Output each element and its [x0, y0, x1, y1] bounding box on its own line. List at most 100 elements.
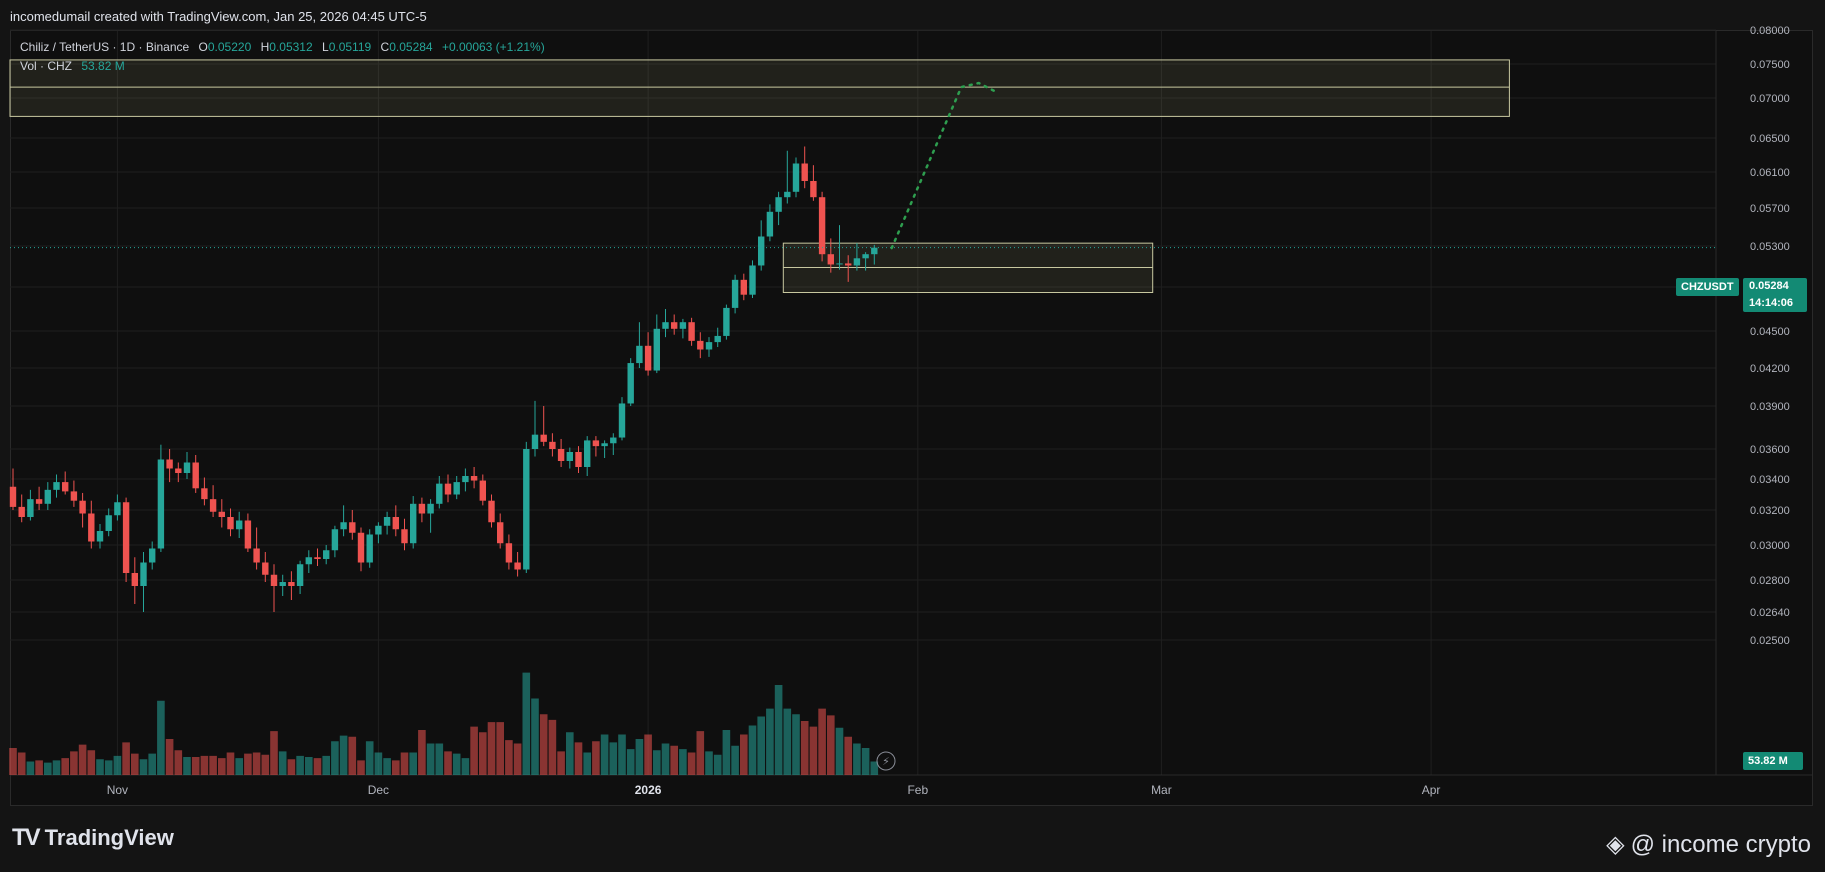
candle-body — [392, 517, 399, 530]
candle-body — [288, 582, 295, 586]
volume-bar — [313, 758, 322, 775]
volume-bar — [435, 743, 444, 775]
candle-body — [679, 322, 687, 329]
candle-body — [383, 517, 391, 526]
volume-bar — [339, 735, 348, 775]
volume-bar — [609, 742, 618, 775]
price-tick-label: 0.03600 — [1750, 444, 1790, 456]
volume-bar — [131, 753, 139, 775]
price-tick-label: 0.06500 — [1750, 133, 1790, 145]
volume-bar — [818, 708, 826, 775]
candle-body — [131, 573, 138, 586]
volume-bar — [148, 753, 156, 775]
volume-bar — [496, 722, 504, 775]
volume-bar — [278, 751, 287, 775]
volume-bar — [774, 685, 783, 775]
volume-bar — [261, 754, 270, 775]
candle-body — [427, 503, 434, 514]
time-tick-label: Feb — [907, 783, 928, 797]
candle-body — [270, 574, 278, 586]
volume-bar — [174, 750, 183, 775]
price-tick-label: 0.05300 — [1750, 241, 1790, 253]
candle-body — [323, 550, 330, 559]
candle-body — [470, 476, 478, 481]
watermark: ◈ @ income crypto — [1606, 830, 1811, 859]
volume-bar — [740, 734, 748, 775]
candle-body — [244, 520, 252, 549]
candle-body — [192, 462, 199, 489]
candle-body — [592, 440, 600, 447]
candle-body — [209, 499, 217, 512]
volume-bar — [26, 761, 35, 775]
candle-body — [314, 557, 321, 559]
chart-area[interactable] — [10, 30, 1813, 806]
candle-body — [375, 525, 382, 535]
volume-bar — [470, 726, 478, 775]
candle-body — [175, 468, 182, 473]
candle-body — [70, 491, 78, 501]
volume-bar — [522, 672, 531, 775]
volume-bar — [9, 748, 17, 775]
candle-body — [366, 534, 373, 563]
candle-body — [836, 263, 843, 265]
volume-bar — [331, 741, 339, 775]
volume-bar — [200, 755, 209, 775]
legend-vol-label[interactable]: Vol · CHZ — [20, 59, 73, 73]
volume-bar — [531, 698, 539, 775]
volume-bar — [713, 754, 722, 775]
volume-bar — [270, 731, 278, 775]
volume-bar — [452, 753, 461, 775]
volume-bar — [35, 760, 43, 775]
volume-bar — [305, 757, 313, 775]
candle-body — [453, 482, 460, 495]
candle-body — [636, 345, 643, 364]
volume-bar — [104, 760, 113, 775]
volume-bar — [479, 732, 487, 775]
volume-bar — [139, 759, 148, 775]
volume-bar — [122, 742, 130, 775]
tradingview-logo[interactable]: TV TradingView — [12, 824, 174, 852]
candle-body — [818, 197, 826, 255]
candle-body — [88, 513, 95, 542]
volume-bar — [835, 727, 844, 775]
volume-bar — [844, 736, 852, 775]
lightning-icon-glyph: ⚡ — [882, 755, 890, 768]
legend-volume-row: Vol · CHZ 53.82 M — [20, 57, 545, 76]
candle-body — [105, 515, 112, 531]
legend-ohlc-row: Chiliz / TetherUS · 1D · Binance O0.0522… — [20, 38, 545, 57]
legend-symbol[interactable]: Chiliz / TetherUS · 1D · Binance — [20, 40, 190, 54]
volume-bar — [52, 760, 61, 775]
price-badge-value: 0.05284 — [1749, 280, 1789, 292]
volume-bar — [444, 751, 452, 775]
candle-body — [157, 459, 165, 549]
candle-body — [758, 236, 765, 266]
volume-badge: 53.82 M — [1743, 752, 1803, 770]
price-tick-label: 0.03900 — [1750, 401, 1790, 413]
time-tick-label: Nov — [107, 783, 128, 797]
candle-body — [644, 345, 652, 371]
volume-bar — [96, 759, 104, 775]
candle-body — [566, 452, 573, 461]
candle-body — [401, 529, 408, 544]
legend-high: 0.05312 — [269, 40, 313, 54]
candle-body — [279, 582, 286, 586]
candle-body — [705, 342, 713, 350]
candle-body — [340, 522, 347, 530]
symbol-badge: CHZUSDT — [1676, 278, 1739, 296]
volume-bar — [661, 743, 670, 775]
volume-bar — [17, 752, 26, 775]
volume-bar — [296, 755, 304, 775]
volume-bar — [731, 745, 739, 775]
volume-bar — [861, 748, 870, 775]
volume-bar — [70, 751, 78, 775]
candle-body — [653, 328, 660, 371]
volume-bar — [400, 752, 409, 775]
volume-bar — [226, 752, 235, 775]
volume-bar — [696, 731, 705, 775]
candle-body — [523, 449, 530, 570]
candle-body — [540, 434, 547, 442]
volume-bar — [653, 750, 661, 775]
legend-close: 0.05284 — [389, 40, 433, 54]
legend-open: 0.05220 — [207, 40, 252, 54]
